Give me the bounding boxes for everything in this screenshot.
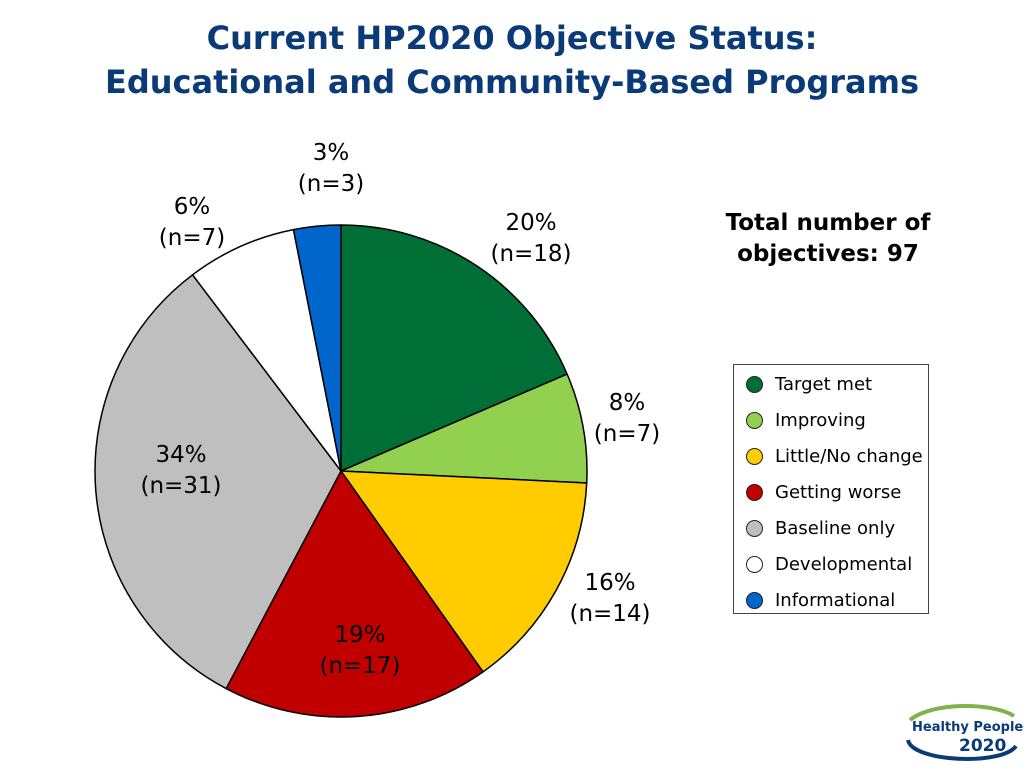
legend-label: Target met	[775, 373, 873, 395]
pie-slice-improving	[340, 373, 588, 484]
slice-percent-label: 6%	[173, 194, 211, 220]
logo-text-line-2: 2020	[959, 736, 1007, 756]
slice-count-label: (n=14)	[569, 601, 651, 627]
legend-swatch-icon	[746, 375, 763, 393]
slice-label-developmental: 6% (n=7)	[159, 192, 225, 254]
slice-percent-label: 8%	[608, 390, 646, 416]
slice-label-baseline-only: 34% (n=31)	[140, 440, 221, 502]
pie-slice-developmental	[191, 228, 342, 472]
legend-swatch-icon	[746, 447, 763, 465]
logo-text-line-1: Healthy People	[912, 720, 1024, 735]
chart-title-line-1: Current HP2020 Objective Status:	[206, 19, 818, 57]
legend-item-little-no-change: Little/No change	[746, 445, 923, 467]
legend-item-developmental: Developmental	[746, 553, 912, 575]
pie-slice-target-met	[340, 224, 568, 472]
total-note-line-1: Total number of	[725, 210, 931, 236]
total-note-line-2: objectives: 97	[737, 241, 919, 267]
pie-slice-getting-worse	[225, 470, 484, 718]
chart-title: Current HP2020 Objective Status: Educati…	[0, 16, 1024, 104]
slice-count-label: (n=7)	[593, 421, 661, 447]
legend-item-improving: Improving	[746, 409, 866, 431]
pie-slice-little-no-change	[340, 470, 588, 673]
slice-percent-label: 16%	[584, 570, 636, 596]
legend-swatch-icon	[746, 555, 763, 573]
legend-item-baseline-only: Baseline only	[746, 517, 895, 539]
logo-swoosh-icon	[906, 703, 1018, 761]
legend-item-getting-worse: Getting worse	[746, 481, 901, 503]
legend-swatch-icon	[746, 411, 763, 429]
pie-slice-informational	[292, 224, 342, 472]
legend-label: Developmental	[775, 553, 913, 575]
slice-percent-label: 34%	[155, 442, 207, 468]
legend-label: Getting worse	[775, 481, 902, 503]
legend-swatch-icon	[746, 519, 763, 537]
legend-swatch-icon	[746, 483, 763, 501]
healthy-people-logo: Healthy People 2020	[902, 700, 1024, 764]
slice-label-target-met: 20% (n=18)	[490, 208, 571, 270]
total-objectives-note: Total number of objectives: 97	[726, 208, 931, 270]
legend: Target met Improving Little/No change Getti…	[733, 364, 929, 614]
legend-label: Improving	[775, 409, 866, 431]
slice-count-label: (n=31)	[140, 473, 222, 499]
slice-label-little-no-change: 16% (n=14)	[569, 568, 650, 630]
legend-item-target-met: Target met	[746, 373, 872, 395]
legend-label: Little/No change	[775, 445, 923, 467]
pie-slice-baseline-only	[94, 274, 342, 690]
slice-label-informational: 3% (n=3)	[298, 138, 364, 200]
slice-count-label: (n=7)	[158, 225, 226, 251]
slice-percent-label: 3%	[312, 140, 350, 166]
legend-item-informational: Informational	[746, 589, 895, 611]
slice-label-getting-worse: 19% (n=17)	[319, 620, 400, 682]
slice-count-label: (n=18)	[490, 241, 572, 267]
legend-label: Informational	[775, 589, 896, 611]
legend-swatch-icon	[746, 591, 763, 609]
slice-percent-label: 20%	[505, 210, 557, 236]
slice-percent-label: 19%	[334, 622, 386, 648]
chart-title-line-2: Educational and Community-Based Programs	[104, 63, 920, 101]
slice-count-label: (n=17)	[319, 653, 401, 679]
slice-label-improving: 8% (n=7)	[594, 388, 660, 450]
legend-label: Baseline only	[775, 517, 896, 539]
slice-count-label: (n=3)	[297, 171, 365, 197]
